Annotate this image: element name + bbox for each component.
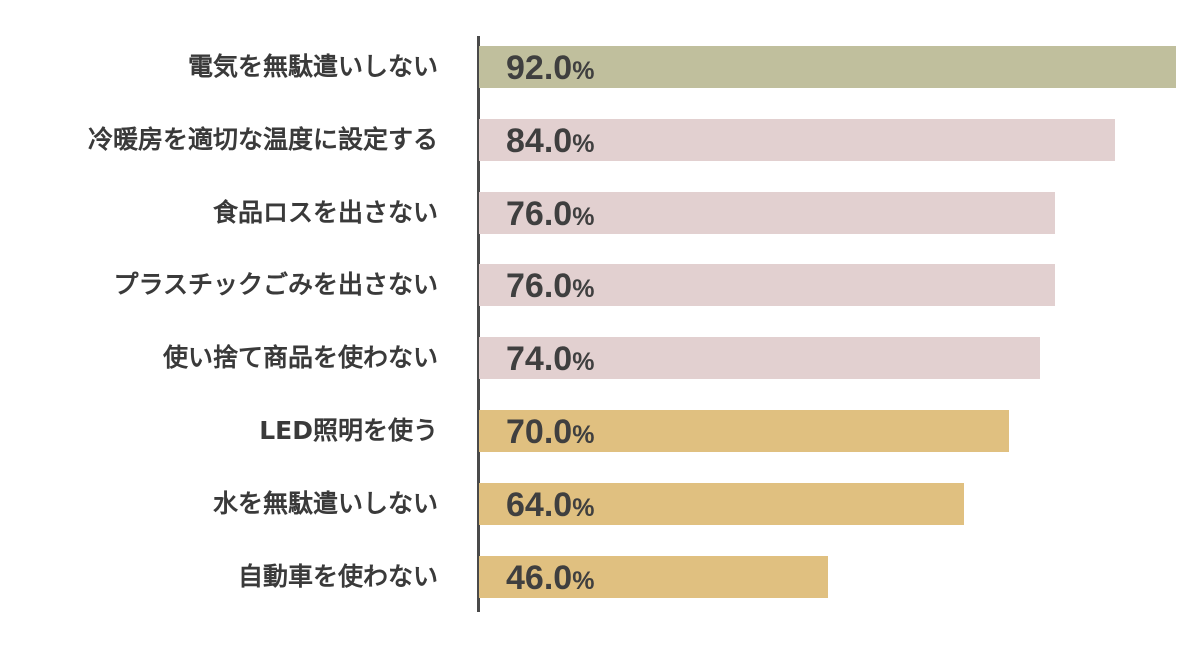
category-label: 自動車を使わない [237,561,438,591]
data-label: 76.0% [506,264,594,306]
y-axis-line [477,36,480,612]
bar [479,46,1176,88]
category-label: 電気を無駄遣いしない [187,52,438,81]
category-label: 冷暖房を適切な温度に設定する [87,124,438,154]
data-label: 76.0% [506,192,594,234]
data-label: 92.0% [506,46,594,88]
data-label-value: 70.0 [506,413,573,451]
data-label: 84.0% [506,119,594,161]
category-label: プラスチックごみを出さない [113,270,438,300]
data-label-value: 74.0 [506,340,573,379]
category-label: 食品ロスを出さない [212,197,438,227]
data-label: 46.0% [506,556,594,598]
data-label-unit: % [572,493,595,522]
data-label-value: 76.0 [506,194,573,233]
data-label-value: 46.0 [506,558,573,597]
bar [479,191,1055,234]
bar [479,482,964,525]
data-label-unit: % [572,202,595,231]
data-label-unit: % [572,57,595,85]
data-label: 74.0% [506,337,594,379]
bar [479,118,1116,161]
data-label: 64.0% [506,483,594,525]
data-label-value: 92.0 [506,49,573,87]
data-label-value: 84.0 [506,121,573,160]
data-label-unit: % [572,129,595,158]
data-label: 70.0% [506,410,594,452]
category-label: 水を無駄遣いしない [212,488,438,518]
data-label-value: 64.0 [506,485,573,524]
bar [479,264,1055,307]
data-label-unit: % [572,348,595,377]
bar [479,555,828,598]
data-label-value: 76.0 [506,267,573,306]
bar [479,337,1040,380]
category-label: 使い捨て商品を使わない [162,343,438,373]
category-label: LED照明を使う [259,416,438,445]
data-label-unit: % [572,421,595,449]
bar [479,410,1010,452]
data-label-unit: % [572,275,595,304]
data-label-unit: % [572,566,595,595]
